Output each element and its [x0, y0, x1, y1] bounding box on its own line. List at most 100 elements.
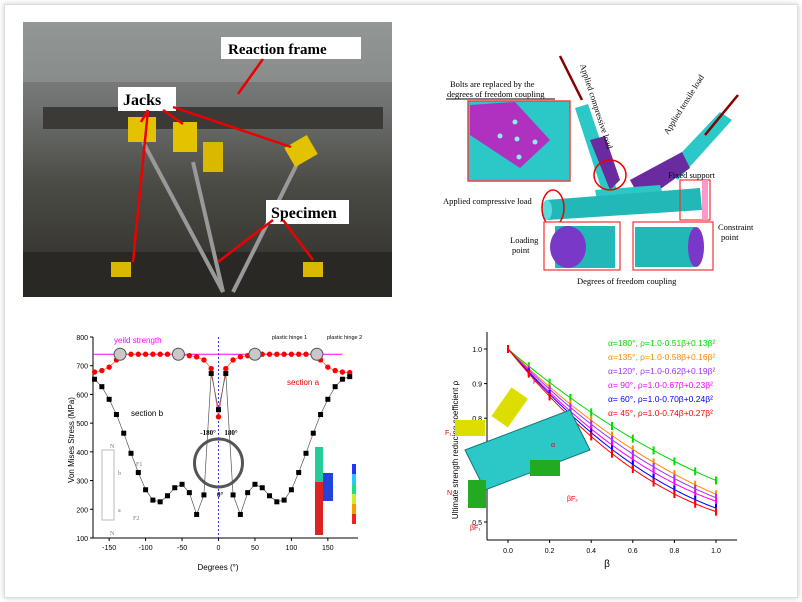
data-point-section-b: [106, 396, 112, 402]
constraint-point-label: point: [721, 232, 739, 242]
inset-force-label: N: [447, 490, 452, 497]
x-tick-label: 0.2: [545, 548, 555, 555]
label-box: [221, 37, 361, 59]
stress-contour-inset: [315, 447, 323, 535]
data-point-section-b: [208, 370, 214, 376]
data-point-section-b: [252, 481, 258, 487]
x-axis-label: Degrees (°): [198, 563, 239, 572]
x-axis-label: β: [604, 559, 610, 570]
x-tick-label: -150: [102, 545, 116, 552]
inset-force-label: βF₂: [567, 496, 578, 503]
data-point-section-b: [121, 430, 127, 436]
contour-legend-swatch: [352, 514, 356, 524]
data-point-section-a: [99, 367, 105, 374]
data-point-section-b: [310, 430, 316, 436]
data-point-section-b: [274, 499, 280, 505]
chord-load-label: Applied compressive load: [443, 196, 533, 206]
photo-drawing: Reaction frame Jacks Specimen: [23, 22, 392, 297]
data-point-section-b: [318, 412, 324, 418]
y-tick-label: 200: [76, 507, 88, 514]
inset-force-label: α: [551, 442, 555, 449]
plastic-hinge-marker: [113, 347, 127, 361]
data-point-section-b: [339, 376, 345, 382]
data-point-section-a: [91, 369, 98, 375]
data-point-section-b: [223, 370, 229, 376]
y-tick-label: 600: [76, 392, 88, 399]
data-point-section-a: [164, 351, 171, 357]
test-setup-photo: Reaction frame Jacks Specimen: [23, 22, 392, 297]
x-tick-label: 0.6: [628, 548, 638, 555]
reduction-chart-svg: β Ultimate strength reducing coefficient…: [445, 332, 737, 570]
data-point-section-b: [113, 412, 119, 418]
data-point-section-b: [201, 492, 207, 498]
bolts-note: Bolts are replaced by the: [450, 79, 535, 89]
data-point-section-a: [186, 352, 193, 359]
x-tick-label: 150: [322, 545, 334, 552]
plastic-hinge-marker: [248, 347, 262, 361]
legend-entry-alpha-45: α= 45°, ρ=1.0-0.74β+0.27β²: [608, 408, 713, 418]
data-point-section-a: [128, 351, 134, 357]
joint-sketch: [101, 449, 115, 521]
y-tick-label: 800: [76, 335, 88, 342]
stress-contour-inset: [323, 473, 333, 501]
pointer-arrows: [131, 58, 314, 263]
inset-force-label: F₂: [533, 379, 540, 386]
stress-chart-svg: Degrees (°) Von Mises Stress (MPa) 100 20…: [67, 335, 362, 572]
data-point-section-a: [193, 354, 200, 360]
joint-sketch-label: F1: [136, 462, 142, 468]
data-point-section-b: [92, 376, 98, 382]
data-point-section-a: [135, 351, 142, 357]
data-point-section-a: [295, 351, 302, 357]
x-tick-label: 0.8: [670, 548, 680, 555]
data-point-section-b: [128, 450, 134, 456]
section-b-label: section b: [131, 409, 164, 418]
data-point-section-b: [186, 490, 192, 496]
data-point-section-b: [172, 485, 178, 491]
bolts-note: degrees of freedom coupling: [447, 89, 545, 99]
stress-contour-inset: [315, 447, 323, 482]
x-tick-label: 0.4: [586, 548, 596, 555]
fixed-support-label: Fixed support: [668, 170, 716, 180]
joint-sketch-label: N: [110, 531, 115, 537]
data-point-section-b: [347, 374, 353, 380]
plastic-hinge-marker: [310, 347, 324, 361]
tube-section-ring: [193, 437, 244, 489]
data-point-section-b: [179, 481, 185, 487]
contour-legend-swatch: [352, 504, 356, 514]
stress-chart: Degrees (°) Von Mises Stress (MPa) 100 20…: [30, 320, 375, 590]
joint-sketch-label: F2: [133, 516, 139, 522]
x-tick-label: -50: [177, 545, 187, 552]
data-point-section-a: [208, 365, 214, 372]
legend-entry-alpha-135: α=135°, ρ=1.0-0.58β+0.16β²: [608, 352, 715, 362]
data-point-section-b: [296, 470, 302, 476]
data-point-section-a: [332, 367, 338, 374]
angle-label: 0°: [217, 491, 224, 499]
data-point-section-a: [150, 351, 156, 357]
angle-label: -180°: [200, 429, 216, 437]
loading-point-label: Loading: [510, 235, 539, 245]
data-point-section-b: [99, 384, 105, 390]
joint-sketch-label: b: [118, 471, 121, 477]
data-point-section-a: [325, 364, 331, 370]
x-tick-label: 50: [251, 545, 259, 552]
data-point-section-a: [223, 365, 229, 372]
constraint-point-label: Constraint: [718, 222, 754, 232]
y-axis-label: Ultimate strength reducing coefficient ρ: [451, 380, 460, 519]
data-point-section-b: [164, 493, 170, 499]
data-point-section-a: [288, 351, 295, 357]
x-tick-label: 0: [217, 545, 221, 552]
jack: [203, 142, 223, 172]
yield-strength-label: yeild strength: [114, 336, 162, 345]
series-line-section-b: [94, 373, 350, 516]
data-point-section-b: [332, 384, 338, 390]
joint-model-inset: [464, 409, 591, 491]
fe-model-diagram: Bolts are replaced by the degrees of fre…: [420, 40, 755, 290]
data-point-section-a: [106, 364, 112, 370]
data-point-section-b: [216, 407, 221, 413]
data-point-section-a: [281, 351, 287, 357]
data-point-section-a: [201, 357, 207, 363]
reaction-frame-beam: [43, 107, 383, 129]
plastic-hinge-label: plastic hinge 2: [327, 335, 362, 341]
plastic-hinge-label: plastic hinge 1: [272, 335, 307, 341]
fe-model-drawing: Bolts are replaced by the degrees of fre…: [443, 55, 754, 286]
